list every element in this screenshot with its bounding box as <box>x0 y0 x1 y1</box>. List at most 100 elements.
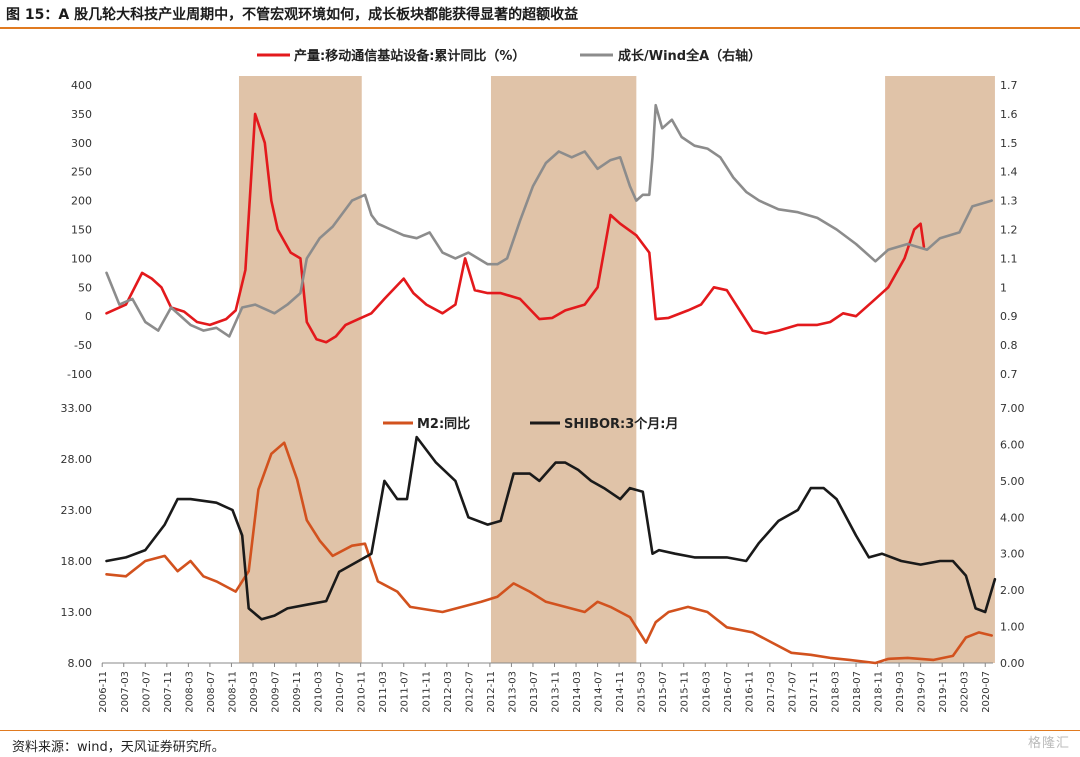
x-tick-label-1: 2007-03 <box>120 671 131 713</box>
x-tick-label-33: 2017-11 <box>809 671 820 713</box>
top-legend: 产量:移动通信基站设备:累计同比（%） 成长/Wind全A（右轴） <box>257 48 761 64</box>
top-right-tick-8: 0.9 <box>1000 310 1018 323</box>
top-left-axis-ticks: 400 350 300 250 200 150 100 50 0 -50 -100 <box>67 79 92 381</box>
bottom-legend: M2:同比 SHIBOR:3个月:月 <box>383 416 679 432</box>
x-tick-label-36: 2018-11 <box>874 671 885 713</box>
x-tick-label-27: 2015-11 <box>680 671 691 713</box>
x-tick-label-26: 2015-07 <box>658 671 669 713</box>
x-tick-label-32: 2017-07 <box>787 671 798 713</box>
bottom-left-axis-ticks: 33.00 28.00 23.00 18.00 13.00 8.00 <box>61 402 93 670</box>
x-tick-label-24: 2014-11 <box>615 671 626 713</box>
legend-label-production: 产量:移动通信基站设备:累计同比（%） <box>294 48 525 64</box>
x-tick-label-25: 2015-03 <box>637 671 648 713</box>
bottom-right-tick-1: 6.00 <box>1000 438 1025 451</box>
top-left-tick-0: 400 <box>71 79 92 92</box>
bottom-right-tick-3: 4.00 <box>1000 511 1025 524</box>
x-tick-label-14: 2011-07 <box>400 671 411 713</box>
bottom-right-tick-6: 1.00 <box>1000 621 1025 634</box>
top-left-tick-1: 350 <box>71 108 92 121</box>
top-left-tick-5: 150 <box>71 224 92 237</box>
x-tick-label-12: 2010-11 <box>357 671 368 713</box>
bottom-left-tick-4: 13.00 <box>61 606 93 619</box>
bottom-left-tick-5: 8.00 <box>68 657 93 670</box>
x-tick-label-34: 2018-03 <box>830 671 841 713</box>
bottom-right-tick-5: 2.00 <box>1000 584 1025 597</box>
top-left-tick-8: 0 <box>85 310 92 323</box>
bottom-right-axis-ticks: 7.00 6.00 5.00 4.00 3.00 2.00 1.00 0.00 <box>1000 402 1025 670</box>
top-right-tick-0: 1.7 <box>1000 79 1018 92</box>
x-tick-label-18: 2012-11 <box>486 671 497 713</box>
bottom-right-tick-7: 0.00 <box>1000 657 1025 670</box>
x-tick-label-0: 2006-11 <box>98 671 109 713</box>
x-tick-label-37: 2019-03 <box>895 671 906 713</box>
top-left-tick-7: 50 <box>78 281 92 294</box>
bottom-left-tick-3: 18.00 <box>61 555 93 568</box>
chart-title: 图 15：A 股几轮大科技产业周期中，不管宏观环境如何，成长板块都能获得显著的超… <box>6 7 579 23</box>
top-series-line-1 <box>105 103 994 338</box>
x-tick-label-16: 2012-03 <box>443 671 454 713</box>
x-tick-label-28: 2016-03 <box>701 671 712 713</box>
top-left-tick-3: 250 <box>71 166 92 179</box>
top-right-tick-1: 1.6 <box>1000 108 1018 121</box>
top-right-tick-4: 1.3 <box>1000 195 1018 208</box>
bottom-right-tick-4: 3.00 <box>1000 548 1025 561</box>
top-left-tick-4: 200 <box>71 195 92 208</box>
legend-label-m2: M2:同比 <box>417 416 470 432</box>
shaded-period-2 <box>490 76 637 663</box>
bottom-left-tick-0: 33.00 <box>61 402 93 415</box>
top-left-tick-9: -50 <box>74 339 92 352</box>
top-right-tick-5: 1.2 <box>1000 224 1018 237</box>
x-tick-label-9: 2009-11 <box>292 671 303 713</box>
top-right-axis-ticks: 1.7 1.6 1.5 1.4 1.3 1.2 1.1 1 0.9 0.8 0.7 <box>1000 79 1018 381</box>
x-tick-label-41: 2020-07 <box>981 671 992 713</box>
x-tick-label-4: 2008-03 <box>184 671 195 713</box>
top-left-tick-6: 100 <box>71 252 92 265</box>
top-series <box>105 103 994 344</box>
x-tick-label-13: 2011-03 <box>378 671 389 713</box>
x-tick-label-38: 2019-07 <box>917 671 928 713</box>
x-tick-label-5: 2008-07 <box>206 671 217 713</box>
x-tick-label-11: 2010-07 <box>335 671 346 713</box>
bottom-series-line-0 <box>105 441 994 665</box>
bottom-series <box>105 435 997 665</box>
x-tick-label-17: 2012-07 <box>464 671 475 713</box>
top-left-tick-2: 300 <box>71 137 92 150</box>
x-tick-label-31: 2017-03 <box>766 671 777 713</box>
shaded-periods <box>238 76 995 663</box>
x-tick-label-19: 2013-03 <box>507 671 518 713</box>
shaded-period-1 <box>238 76 362 663</box>
watermark-logo: 格隆汇 <box>1027 736 1070 751</box>
bottom-left-tick-2: 23.00 <box>61 504 93 517</box>
top-right-tick-2: 1.5 <box>1000 137 1018 150</box>
x-tick-label-35: 2018-07 <box>852 671 863 713</box>
x-tick-label-40: 2020-03 <box>960 671 971 713</box>
x-tick-label-15: 2011-11 <box>421 671 432 713</box>
x-tick-label-8: 2009-07 <box>271 671 282 713</box>
x-tick-label-2: 2007-07 <box>141 671 152 713</box>
top-series-line-0 <box>105 112 926 344</box>
bottom-left-tick-1: 28.00 <box>61 453 93 466</box>
top-right-tick-3: 1.4 <box>1000 166 1018 179</box>
x-tick-label-3: 2007-11 <box>163 671 174 713</box>
x-tick-label-30: 2016-11 <box>744 671 755 713</box>
title-divider <box>0 27 1080 29</box>
x-tick-label-21: 2013-11 <box>550 671 561 713</box>
source-note: 资料来源：wind，天风证券研究所。 <box>12 740 225 755</box>
x-tick-label-39: 2019-11 <box>938 671 949 713</box>
x-tick-label-29: 2016-07 <box>723 671 734 713</box>
dual-panel-chart: 400 350 300 250 200 150 100 50 0 -50 -100 1.7 1.6 1.… <box>61 48 1025 713</box>
x-axis-ticks: 2006-11 2007-03 2007-07 2007-11 2008-03 2008-… <box>98 663 992 713</box>
shaded-period-3 <box>885 76 995 663</box>
bottom-right-tick-0: 7.00 <box>1000 402 1025 415</box>
x-tick-label-10: 2010-03 <box>314 671 325 713</box>
bottom-right-tick-2: 5.00 <box>1000 475 1025 488</box>
x-tick-label-20: 2013-07 <box>529 671 540 713</box>
legend-label-shibor: SHIBOR:3个月:月 <box>564 416 679 432</box>
top-right-tick-7: 1 <box>1000 281 1007 294</box>
top-right-tick-6: 1.1 <box>1000 252 1018 265</box>
bottom-series-line-1 <box>105 435 997 621</box>
top-left-tick-10: -100 <box>67 368 92 381</box>
x-tick-label-7: 2009-03 <box>249 671 260 713</box>
top-right-tick-10: 0.7 <box>1000 368 1018 381</box>
legend-label-growth-ratio: 成长/Wind全A（右轴） <box>618 48 761 64</box>
